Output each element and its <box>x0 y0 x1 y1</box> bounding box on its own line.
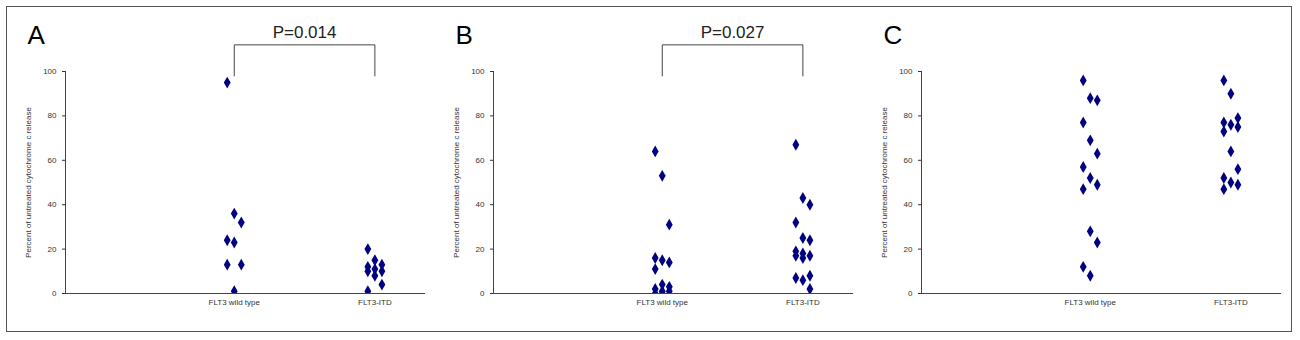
svg-text:40: 40 <box>904 200 913 209</box>
svg-text:20: 20 <box>48 245 57 254</box>
svg-text:FLT3-ITD: FLT3-ITD <box>358 298 392 307</box>
svg-text:0: 0 <box>908 289 913 298</box>
svg-text:60: 60 <box>476 156 485 165</box>
svg-text:80: 80 <box>904 111 913 120</box>
svg-text:100: 100 <box>43 67 57 76</box>
svg-text:80: 80 <box>476 111 485 120</box>
svg-text:FLT3-ITD: FLT3-ITD <box>1214 298 1248 307</box>
svg-text:A: A <box>28 20 46 50</box>
svg-text:P=0.027: P=0.027 <box>701 23 765 42</box>
svg-text:80: 80 <box>48 111 57 120</box>
svg-text:60: 60 <box>48 156 57 165</box>
svg-text:40: 40 <box>48 200 57 209</box>
svg-text:100: 100 <box>899 67 913 76</box>
svg-text:P=0.014: P=0.014 <box>273 23 337 42</box>
svg-text:FLT3 wild type: FLT3 wild type <box>637 298 689 307</box>
svg-text:FLT3-ITD: FLT3-ITD <box>786 298 820 307</box>
svg-text:B: B <box>456 20 473 50</box>
svg-text:Percent of untreated cytochrom: Percent of untreated cytochrome c releas… <box>452 107 461 258</box>
svg-text:20: 20 <box>904 245 913 254</box>
svg-text:0: 0 <box>52 289 57 298</box>
svg-text:FLT3 wild type: FLT3 wild type <box>1065 298 1117 307</box>
svg-text:0: 0 <box>480 289 485 298</box>
svg-text:Percent of untreated cytochrom: Percent of untreated cytochrome c releas… <box>880 107 889 258</box>
svg-text:Percent of untreated cytochrom: Percent of untreated cytochrome c releas… <box>24 107 33 258</box>
svg-text:20: 20 <box>476 245 485 254</box>
svg-text:100: 100 <box>471 67 485 76</box>
svg-text:C: C <box>884 20 903 50</box>
svg-text:40: 40 <box>476 200 485 209</box>
svg-text:60: 60 <box>904 156 913 165</box>
svg-text:FLT3 wild type: FLT3 wild type <box>209 298 261 307</box>
